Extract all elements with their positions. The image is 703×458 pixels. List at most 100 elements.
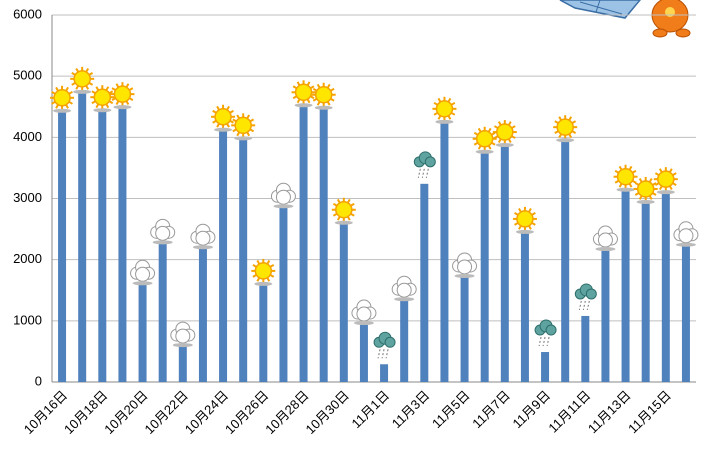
bar xyxy=(219,129,227,382)
weather-icon xyxy=(271,183,295,208)
weather-icon xyxy=(535,320,556,346)
chart: 010002000300040005000600010月16日10月18日10月… xyxy=(0,0,703,458)
weather-icon xyxy=(634,177,658,204)
bar xyxy=(159,241,167,382)
cloud-puff xyxy=(397,283,411,297)
weather-icon xyxy=(654,167,678,194)
weather-icon xyxy=(575,284,596,310)
bar xyxy=(199,246,207,382)
x-tick-label: 11月15日 xyxy=(625,388,674,437)
cloud-shadow xyxy=(133,281,153,285)
rain-drop xyxy=(547,337,549,346)
bar xyxy=(662,191,670,382)
cloud-puff xyxy=(156,226,170,240)
weather-icon xyxy=(171,322,195,347)
sun-shadow xyxy=(73,90,91,94)
sun-core xyxy=(235,117,251,133)
bar xyxy=(461,275,469,382)
weather-icon xyxy=(513,207,537,234)
bar xyxy=(420,184,428,382)
sun-core xyxy=(114,86,130,102)
sun-shadow xyxy=(516,230,534,234)
rain-drop xyxy=(422,169,424,178)
x-tick-label: 11月3日 xyxy=(389,388,433,432)
bar xyxy=(139,282,147,382)
bar xyxy=(541,352,549,382)
bar xyxy=(481,151,489,382)
sun-core xyxy=(436,101,452,117)
bar xyxy=(622,189,630,382)
sun-core xyxy=(296,84,312,100)
x-tick-label: 10月30日 xyxy=(302,388,351,437)
bar xyxy=(259,283,267,382)
cloud-puff xyxy=(196,231,210,245)
cloud-puff xyxy=(598,233,612,247)
bar xyxy=(561,139,569,382)
cloud-puff xyxy=(679,229,693,243)
y-tick-label: 0 xyxy=(35,373,42,388)
sun-shadow xyxy=(496,143,514,147)
rain-drop xyxy=(579,301,581,310)
cloud-shadow xyxy=(273,204,293,208)
sun-core xyxy=(54,90,70,106)
x-tick-label: 11月11日 xyxy=(545,388,593,436)
bar xyxy=(501,144,509,382)
weather-icon xyxy=(70,67,94,94)
weather-icon xyxy=(674,222,698,247)
weather-icon xyxy=(473,127,497,154)
bar xyxy=(340,222,348,382)
sun-shadow xyxy=(435,120,453,124)
rain-drop xyxy=(539,337,541,346)
sun-core xyxy=(477,131,493,147)
x-tick-label: 10月28日 xyxy=(262,388,311,437)
bar xyxy=(601,248,609,382)
cloud-shadow xyxy=(676,243,696,247)
bar xyxy=(380,364,388,382)
weather-icon xyxy=(251,259,275,286)
sun-shadow xyxy=(637,200,655,204)
bar xyxy=(642,201,650,382)
cloud-shadow xyxy=(193,245,213,249)
weather-icon xyxy=(151,219,175,244)
rain-drop xyxy=(426,169,428,178)
rain-cloud xyxy=(586,289,596,299)
weather-icon xyxy=(332,198,356,225)
weather-icon xyxy=(414,152,435,178)
y-tick-label: 3000 xyxy=(13,190,42,205)
x-tick-label: 10月16日 xyxy=(21,388,70,437)
sun-shadow xyxy=(335,221,353,225)
sun-shadow xyxy=(214,128,232,132)
sun-shadow xyxy=(113,105,131,109)
sun-core xyxy=(74,71,90,87)
sun-core xyxy=(618,169,634,185)
rain-drop xyxy=(583,301,585,310)
x-tick-label: 11月7日 xyxy=(469,388,513,432)
cloud-puff xyxy=(176,329,190,343)
x-tick-label: 10月18日 xyxy=(61,388,110,437)
sun-shadow xyxy=(295,103,313,107)
sun-core xyxy=(336,202,352,218)
x-tick-label: 11月1日 xyxy=(349,388,393,432)
sun-core xyxy=(638,181,654,197)
cloud-shadow xyxy=(595,247,615,251)
sun-core xyxy=(658,171,674,187)
weather-icon xyxy=(90,85,114,112)
cloud-puff xyxy=(458,260,472,274)
weather-icon xyxy=(191,224,215,249)
rain-cloud xyxy=(385,337,395,347)
bar xyxy=(98,109,106,382)
sun-core xyxy=(497,124,513,140)
bar xyxy=(682,244,690,382)
cloud-puff xyxy=(357,307,371,321)
x-tick-label: 10月26日 xyxy=(222,388,271,437)
bar xyxy=(279,205,287,382)
sun-core xyxy=(94,89,110,105)
bar xyxy=(58,110,66,382)
bar xyxy=(581,316,589,382)
sun-core xyxy=(215,109,231,125)
bar xyxy=(78,91,86,382)
sun-shadow xyxy=(617,188,635,192)
cloud-shadow xyxy=(394,297,414,301)
sun-shadow xyxy=(234,136,252,140)
weather-icon xyxy=(614,165,638,192)
